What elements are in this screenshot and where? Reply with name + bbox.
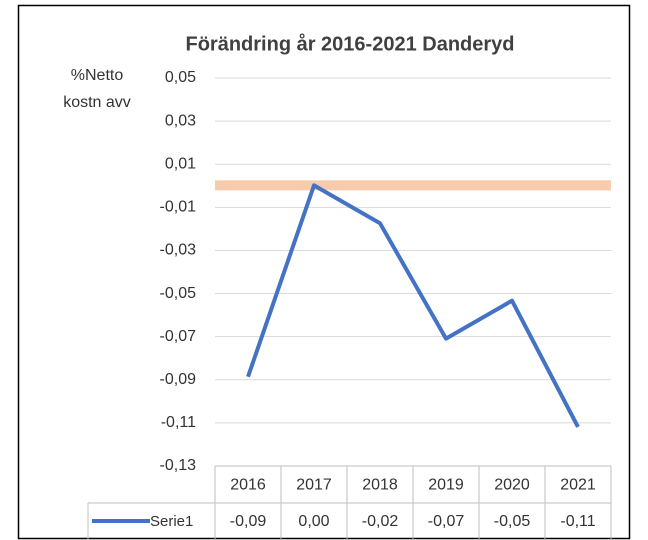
x-tick-label: 2021	[560, 477, 596, 494]
x-tick-label: 2016	[230, 477, 266, 494]
y-tick-label: -0,11	[161, 414, 196, 431]
y-axis-label: %Netto	[71, 67, 124, 84]
data-table-value: 0,00	[298, 513, 329, 530]
x-tick-label: 2020	[494, 477, 530, 494]
data-table-value: -0,11	[560, 513, 595, 530]
data-table-value: -0,05	[494, 513, 531, 530]
y-tick-label: -0,01	[160, 199, 197, 216]
chart-title: Förändring år 2016-2021 Danderyd	[185, 32, 514, 55]
y-tick-label: -0,09	[160, 371, 197, 388]
x-tick-label: 2019	[428, 477, 464, 494]
y-tick-label: -0,03	[160, 242, 197, 259]
y-tick-label: -0,13	[160, 457, 197, 474]
y-tick-label: 0,03	[165, 112, 196, 129]
x-tick-label: 2017	[296, 477, 332, 494]
y-tick-label: 0,05	[165, 69, 196, 86]
y-tick-label: -0,07	[160, 328, 197, 345]
y-tick-label: -0,05	[160, 285, 197, 302]
data-table-value: -0,07	[428, 513, 465, 530]
y-axis-label: kostn avv	[63, 94, 131, 111]
data-table-value: -0,09	[230, 513, 267, 530]
y-tick-label: 0,01	[165, 155, 196, 172]
data-table-value: -0,02	[362, 513, 399, 530]
legend-label: Serie1	[150, 513, 193, 530]
series-line	[246, 183, 580, 428]
x-tick-label: 2018	[362, 477, 398, 494]
chart-border	[17, 4, 631, 540]
